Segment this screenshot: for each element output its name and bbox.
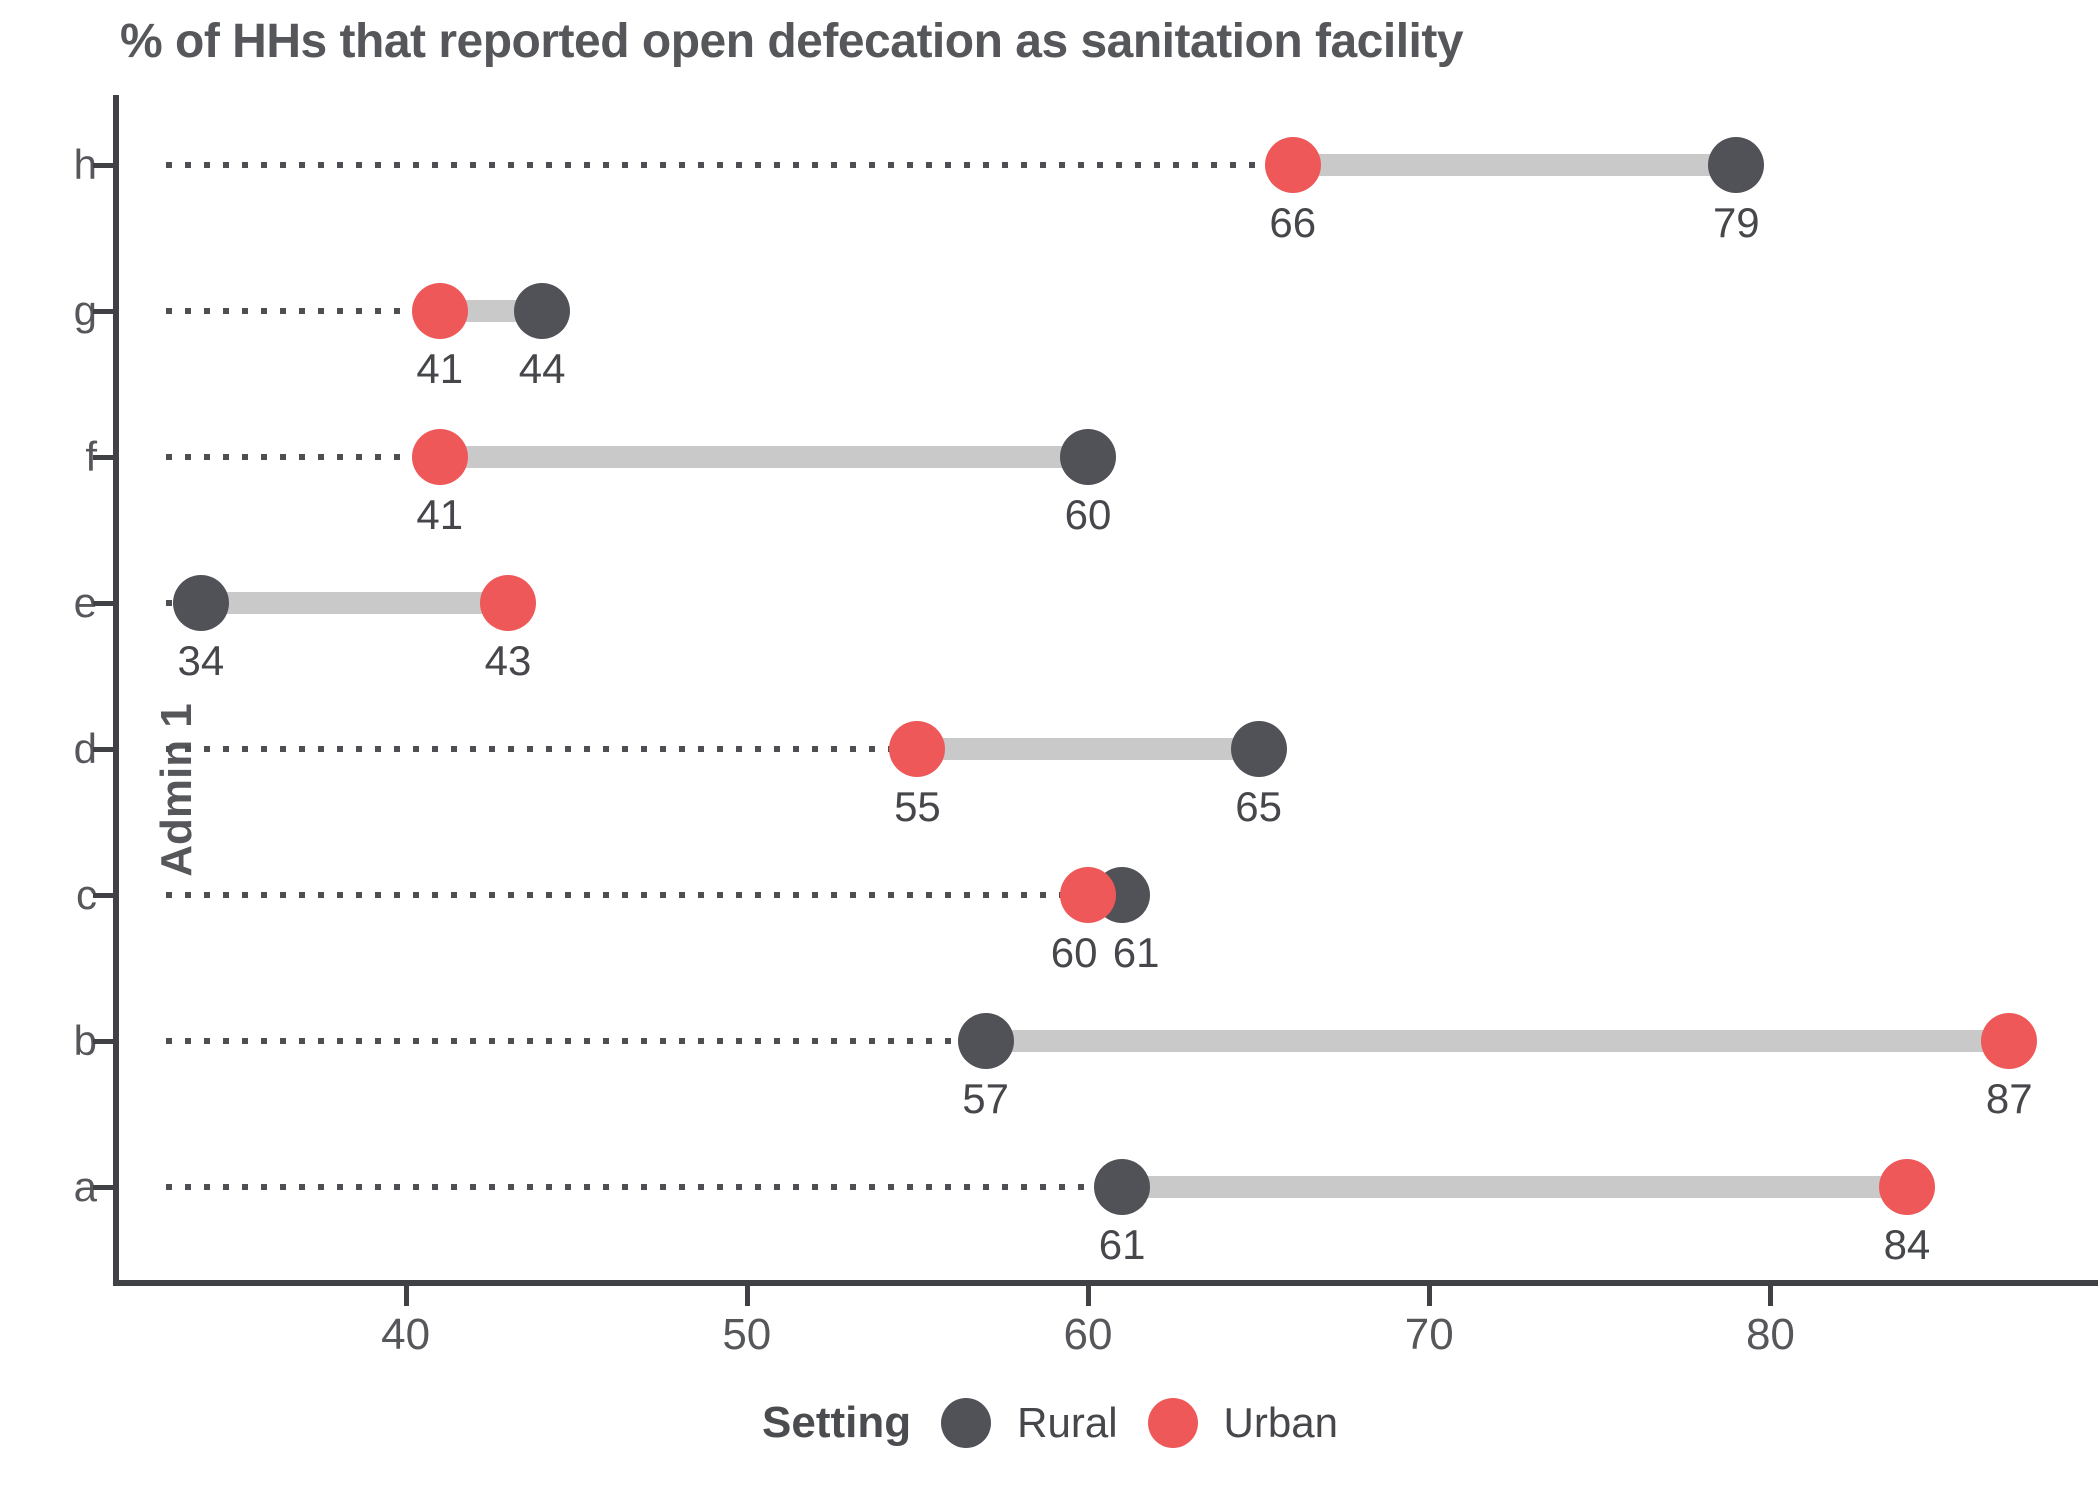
value-label: 87 (1985, 1075, 2033, 1122)
y-axis-title: Admin 1 (152, 703, 201, 877)
urban-dot (411, 429, 468, 485)
x-axis-tick (1086, 1286, 1092, 1306)
category-label: b (73, 1017, 97, 1064)
x-tick-label: 50 (722, 1310, 772, 1359)
urban-dot (1878, 1159, 1935, 1215)
x-tick-label: 70 (1404, 1310, 1454, 1359)
x-tick-label: 80 (1745, 1310, 1795, 1359)
urban-dot (479, 575, 536, 631)
value-label: 65 (1235, 783, 1282, 830)
rural-dot (514, 283, 571, 339)
rural-swatch-icon (941, 1398, 992, 1448)
x-axis-tick (403, 1286, 409, 1306)
value-label: 57 (962, 1075, 1010, 1122)
leader-line (166, 1184, 1123, 1190)
rural-dot (1230, 721, 1287, 777)
y-axis-tick (93, 747, 113, 752)
x-tick-label: 60 (1063, 1310, 1113, 1359)
urban-dot (1264, 137, 1321, 193)
category-label: d (73, 725, 97, 772)
rural-dot (1060, 429, 1117, 485)
value-label: 41 (416, 345, 464, 392)
value-label: 79 (1712, 199, 1760, 246)
value-label: 43 (484, 637, 532, 684)
category-label: g (73, 287, 97, 334)
category-label: a (73, 1163, 97, 1210)
leader-line (166, 308, 440, 314)
urban-dot (1060, 867, 1117, 923)
y-axis-tick (93, 601, 113, 606)
category-label: h (73, 141, 97, 188)
value-label: 55 (894, 783, 941, 830)
x-axis-tick (1427, 1286, 1433, 1306)
y-axis-tick (93, 893, 113, 898)
value-label: 44 (518, 345, 566, 392)
rural-dot (172, 575, 229, 631)
value-label: 61 (1112, 929, 1160, 976)
x-axis-tick (1768, 1286, 1774, 1306)
connector-bar (1122, 1176, 1907, 1198)
connector-bar (917, 738, 1259, 760)
y-axis-tick (93, 309, 113, 314)
legend-label-rural: Rural (1017, 1399, 1118, 1446)
urban-dot (1981, 1013, 2038, 1069)
legend-item-urban: Urban (1147, 1398, 1338, 1448)
category-label: f (85, 433, 97, 480)
chart-title: % of HHs that reported open defecation a… (120, 15, 1464, 68)
rural-dot (1708, 137, 1765, 193)
legend-label-urban: Urban (1223, 1399, 1338, 1446)
x-tick-label: 40 (381, 1310, 431, 1359)
y-axis-tick (93, 455, 113, 460)
y-axis-tick (93, 163, 113, 168)
connector-bar (439, 446, 1089, 468)
connector-bar (985, 1030, 2010, 1052)
connector-bar (200, 592, 508, 614)
category-label: e (73, 579, 97, 626)
leader-line (166, 892, 1089, 898)
leader-line (166, 162, 1293, 168)
value-label: 41 (416, 491, 464, 538)
legend-item-rural: Rural (941, 1398, 1118, 1448)
value-label: 84 (1883, 1221, 1931, 1268)
leader-line (166, 1038, 986, 1044)
urban-dot (889, 721, 946, 777)
leader-line (166, 746, 918, 752)
category-label: c (76, 871, 97, 918)
plot-panel: Admin 1 66 79 h 41 44 g 41 60 f 34 43 e 55 65 d 60 61 c 57… (74, 95, 2098, 1359)
legend-title: Setting (762, 1398, 912, 1447)
value-label: 34 (177, 637, 225, 684)
urban-dot (411, 283, 468, 339)
y-axis-tick (93, 1185, 113, 1190)
value-label: 60 (1064, 491, 1112, 538)
x-axis-tick (744, 1286, 750, 1306)
value-label: 61 (1098, 1221, 1146, 1268)
value-label: 60 (1050, 929, 1098, 976)
value-label: 66 (1269, 199, 1317, 246)
legend: Setting Rural Urban (0, 1388, 2100, 1458)
connector-bar (1292, 154, 1737, 176)
rural-dot (957, 1013, 1014, 1069)
urban-swatch-icon (1147, 1398, 1198, 1448)
rural-dot (1094, 1159, 1151, 1215)
leader-line (166, 454, 440, 460)
y-axis-tick (93, 1039, 113, 1044)
